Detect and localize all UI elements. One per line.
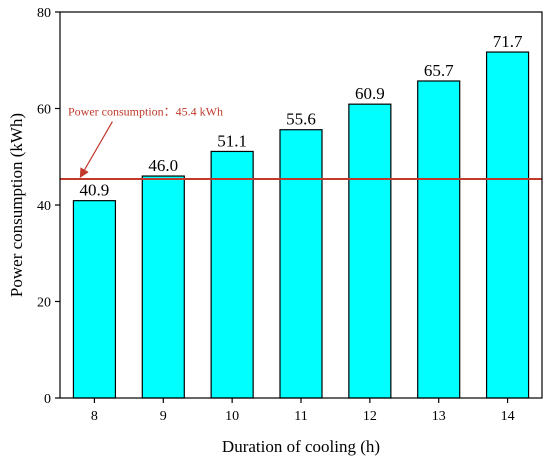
bars-group — [72, 51, 530, 399]
y-tick-label: 80 — [37, 6, 51, 21]
reference-line-label: Power consumption：45.4 kWh — [68, 105, 223, 119]
bar-14 — [485, 51, 530, 399]
x-tick-label: 14 — [501, 409, 515, 424]
data-label-10: 51.1 — [217, 131, 247, 150]
x-tick-label: 13 — [432, 409, 446, 424]
data-label-8: 40.9 — [80, 181, 110, 200]
y-tick-label: 60 — [37, 103, 51, 118]
x-tick-label: 10 — [225, 409, 239, 424]
bar-11 — [279, 129, 323, 399]
x-tick-label: 9 — [160, 409, 167, 424]
data-label-11: 55.6 — [286, 110, 316, 129]
bar-13 — [417, 80, 461, 399]
data-label-14: 71.7 — [493, 32, 523, 51]
bar-10 — [210, 150, 254, 399]
data-label-13: 65.7 — [424, 61, 454, 80]
x-tick-label: 12 — [363, 409, 377, 424]
x-tick-label: 11 — [294, 409, 307, 424]
x-tick-label: 8 — [91, 409, 98, 424]
x-axis-ticks: 8 9 10 11 12 13 14 — [91, 398, 515, 424]
y-axis-title: Power consumption (kWh) — [7, 113, 26, 297]
bar-9 — [141, 175, 185, 399]
y-axis-ticks: 0 20 40 60 80 — [37, 6, 60, 407]
data-label-9: 46.0 — [148, 156, 178, 175]
bar-8 — [72, 200, 117, 399]
y-tick-label: 40 — [37, 199, 51, 214]
annotation-arrow — [79, 121, 113, 178]
data-label-12: 60.9 — [355, 84, 385, 103]
y-tick-label: 20 — [37, 296, 51, 311]
y-tick-label: 0 — [44, 392, 51, 407]
data-labels-group: 40.9 46.0 51.1 55.6 60.9 65.7 71.7 — [80, 32, 523, 200]
bar-12 — [348, 103, 392, 399]
x-axis-title: Duration of cooling (h) — [222, 437, 380, 456]
